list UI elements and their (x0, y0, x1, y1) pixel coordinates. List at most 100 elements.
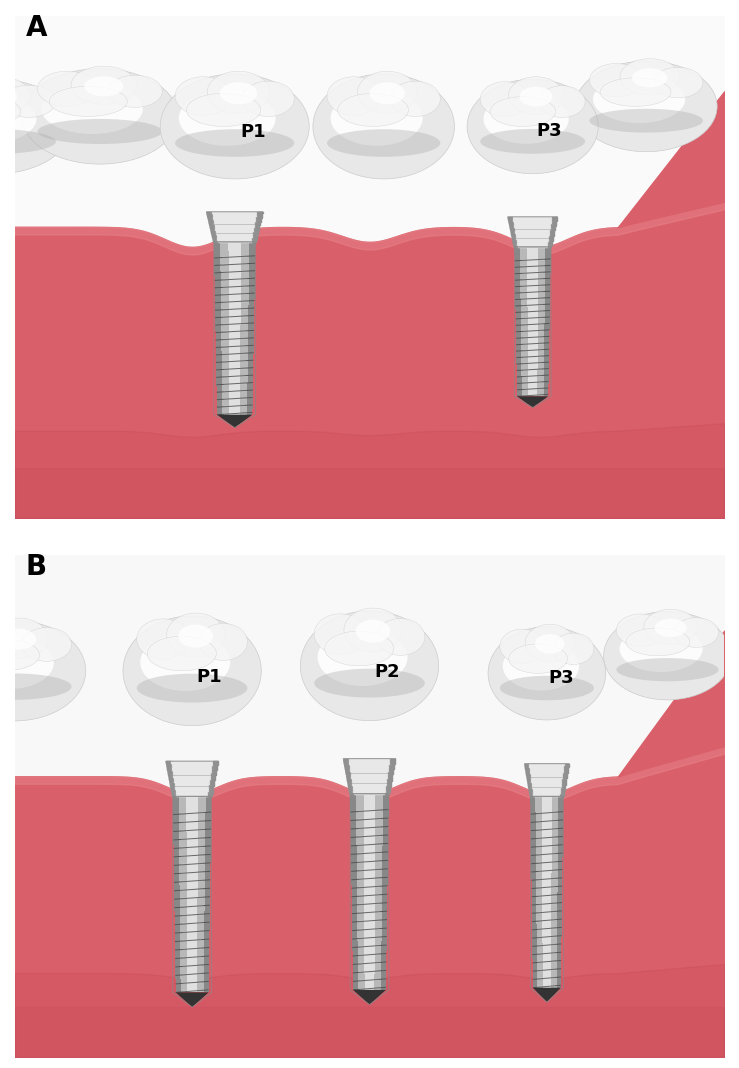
Bar (537, 949, 542, 953)
Bar (516, 314, 521, 316)
Polygon shape (211, 773, 216, 775)
Bar (545, 312, 550, 314)
Bar (375, 806, 383, 811)
Polygon shape (512, 235, 516, 236)
Bar (517, 372, 522, 374)
Bar (545, 284, 551, 286)
Polygon shape (208, 795, 212, 797)
Bar (248, 317, 254, 319)
Bar (381, 984, 386, 987)
Bar (531, 797, 535, 800)
Bar (517, 376, 522, 379)
Bar (357, 866, 364, 869)
Polygon shape (526, 772, 531, 773)
Polygon shape (211, 772, 216, 773)
Ellipse shape (175, 77, 232, 115)
Bar (174, 905, 180, 908)
Bar (528, 383, 537, 387)
Bar (528, 346, 537, 349)
Bar (521, 321, 528, 324)
Bar (197, 917, 205, 921)
Polygon shape (528, 780, 531, 782)
Bar (215, 317, 221, 319)
Polygon shape (213, 237, 217, 239)
Bar (228, 280, 241, 282)
Polygon shape (349, 785, 353, 787)
Polygon shape (387, 780, 392, 782)
Bar (180, 963, 187, 967)
Bar (180, 943, 187, 946)
Bar (538, 286, 545, 289)
Bar (375, 852, 382, 855)
Bar (544, 374, 548, 376)
Bar (352, 901, 357, 905)
Bar (557, 930, 562, 933)
Bar (516, 316, 521, 319)
Polygon shape (351, 776, 388, 778)
Bar (537, 391, 544, 394)
Ellipse shape (644, 610, 698, 645)
Bar (556, 965, 561, 969)
Text: P1: P1 (240, 123, 266, 141)
Bar (248, 326, 254, 328)
Bar (531, 834, 536, 837)
Polygon shape (563, 772, 568, 773)
Bar (249, 260, 255, 262)
Bar (521, 331, 528, 334)
Bar (364, 876, 375, 879)
Ellipse shape (467, 79, 599, 174)
Polygon shape (508, 217, 513, 218)
Bar (382, 901, 387, 905)
Bar (381, 977, 386, 980)
Bar (521, 334, 528, 336)
Bar (375, 869, 382, 873)
Bar (241, 268, 249, 270)
Bar (537, 366, 544, 368)
Bar (228, 253, 241, 256)
Bar (241, 314, 248, 317)
Bar (249, 273, 255, 277)
Bar (375, 797, 383, 800)
Polygon shape (211, 775, 216, 778)
Bar (356, 823, 364, 827)
Polygon shape (517, 244, 548, 246)
Bar (180, 891, 187, 894)
Bar (173, 819, 179, 822)
Bar (229, 290, 241, 294)
Bar (229, 409, 240, 412)
Bar (187, 878, 197, 881)
Bar (515, 299, 520, 301)
Bar (356, 800, 364, 803)
Polygon shape (514, 246, 518, 247)
Bar (517, 349, 521, 351)
Bar (542, 853, 551, 857)
Ellipse shape (1, 85, 56, 117)
Bar (198, 852, 205, 855)
Bar (364, 843, 375, 846)
Bar (241, 308, 248, 311)
Polygon shape (549, 238, 553, 239)
Bar (381, 963, 386, 967)
Bar (558, 824, 563, 828)
Bar (353, 934, 358, 938)
Bar (383, 814, 389, 817)
Bar (186, 803, 198, 806)
Bar (516, 321, 521, 324)
Bar (536, 816, 542, 819)
Bar (352, 885, 357, 889)
Bar (197, 908, 205, 911)
Bar (229, 377, 240, 380)
Bar (538, 294, 545, 297)
Bar (542, 844, 551, 847)
Bar (551, 837, 558, 841)
Bar (217, 409, 222, 412)
Bar (545, 304, 550, 307)
Ellipse shape (199, 624, 248, 660)
Bar (180, 888, 187, 891)
Bar (383, 823, 389, 827)
Bar (542, 821, 552, 824)
Bar (542, 978, 551, 981)
Polygon shape (550, 232, 554, 234)
Bar (353, 967, 358, 970)
Bar (197, 986, 204, 989)
